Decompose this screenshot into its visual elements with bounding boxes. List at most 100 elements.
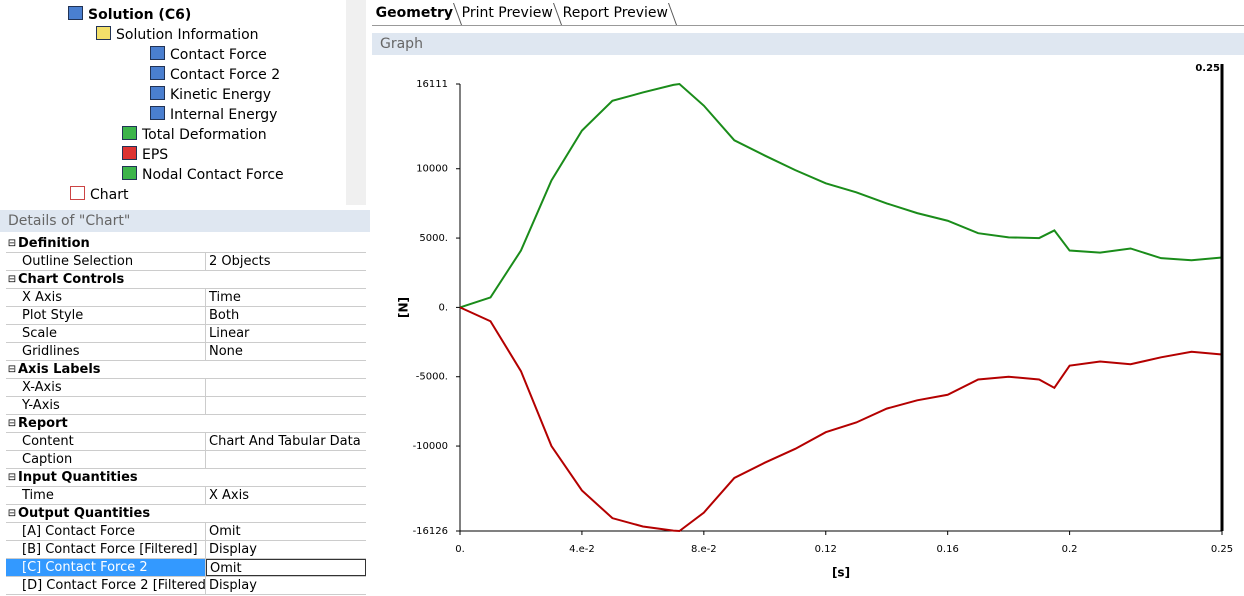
property-row[interactable]: [A] Contact Force Omit xyxy=(6,523,366,541)
property-row[interactable]: Content Chart And Tabular Data xyxy=(6,433,366,451)
property-row[interactable]: [D] Contact Force 2 [Filtered] Display xyxy=(6,577,366,595)
section-name: Input Quantities xyxy=(18,470,138,485)
x-tick-label: 0. xyxy=(455,544,465,555)
y-tick-label: 10000 xyxy=(416,164,448,175)
property-value xyxy=(206,451,366,468)
property-label: [C] Contact Force 2 xyxy=(6,559,206,576)
series-line xyxy=(459,82,1223,309)
section-header[interactable]: ⊟ Output Quantities xyxy=(6,505,366,523)
collapse-icon[interactable]: ⊟ xyxy=(7,508,17,519)
property-value: Time xyxy=(209,290,241,305)
collapse-icon[interactable]: ⊟ xyxy=(7,274,17,285)
y-tick-label: 0. xyxy=(438,302,448,313)
collapse-icon[interactable]: ⊟ xyxy=(7,238,17,249)
property-label: [D] Contact Force 2 [Filtered] xyxy=(6,577,206,594)
property-row[interactable]: X Axis Time xyxy=(6,289,366,307)
property-label: Outline Selection xyxy=(6,253,206,270)
series-line xyxy=(459,306,1223,533)
tree-item[interactable]: Contact Force xyxy=(150,46,267,63)
property-value xyxy=(206,397,366,414)
tree-label: Contact Force xyxy=(170,47,267,63)
details-title: Details of "Chart" xyxy=(8,213,131,229)
property-label: X-Axis xyxy=(6,379,206,396)
property-label: X Axis xyxy=(6,289,206,306)
property-row[interactable]: X-Axis xyxy=(6,379,366,397)
property-label: Time xyxy=(6,487,206,504)
section-name: Report xyxy=(18,416,68,431)
x-tick-label: 0.2 xyxy=(1062,544,1078,555)
tree-label: Kinetic Energy xyxy=(170,87,272,103)
property-label: Caption xyxy=(6,451,206,468)
section-name: Definition xyxy=(18,236,90,251)
tree-item[interactable]: Nodal Contact Force xyxy=(122,166,284,183)
property-row[interactable]: Scale Linear xyxy=(6,325,366,343)
collapse-icon[interactable]: ⊟ xyxy=(7,418,17,429)
scrollbar[interactable] xyxy=(346,0,366,205)
tree-item[interactable]: Chart xyxy=(70,186,128,203)
outline-tree: Solution (C6) Solution Information Conta… xyxy=(0,0,347,205)
section-header[interactable]: ⊟ Axis Labels xyxy=(6,361,366,379)
tree-item[interactable]: Internal Energy xyxy=(150,106,277,123)
tree-label: EPS xyxy=(142,147,169,163)
section-header[interactable]: ⊟ Definition xyxy=(6,235,366,253)
property-row[interactable]: Y-Axis xyxy=(6,397,366,415)
tree-label: Solution (C6) xyxy=(88,7,192,23)
tree-item[interactable]: Contact Force 2 xyxy=(150,66,280,83)
cursor-label: 0.25 xyxy=(1195,63,1220,74)
property-label: Content xyxy=(6,433,206,450)
property-row[interactable]: Plot Style Both xyxy=(6,307,366,325)
x-tick-label: 8.e-2 xyxy=(691,544,717,555)
collapse-icon[interactable]: ⊟ xyxy=(7,472,17,483)
property-value: None xyxy=(209,344,243,359)
property-value: 2 Objects xyxy=(209,254,271,269)
tree-item[interactable]: EPS xyxy=(122,146,168,163)
tree-item[interactable]: Solution Information xyxy=(96,26,259,43)
tab[interactable]: Report Preview xyxy=(554,3,677,25)
section-name: Output Quantities xyxy=(18,506,151,521)
tree-item[interactable]: Total Deformation xyxy=(122,126,267,143)
collapse-icon[interactable]: ⊟ xyxy=(7,364,17,375)
tree-label: Solution Information xyxy=(116,27,259,43)
property-row[interactable]: Caption xyxy=(6,451,366,469)
property-label: Scale xyxy=(6,325,206,342)
tree-label: Internal Energy xyxy=(170,107,278,123)
tab-bar: Geometry Print Preview Report Preview xyxy=(367,3,1244,26)
property-row[interactable]: Gridlines None xyxy=(6,343,366,361)
property-value: Chart And Tabular Data xyxy=(209,434,361,449)
tree-label: Nodal Contact Force xyxy=(142,167,284,183)
tree-label: Chart xyxy=(90,187,129,203)
graph-title: Graph xyxy=(380,36,423,52)
y-tick-label: -16126 xyxy=(413,526,448,537)
property-label: [B] Contact Force [Filtered] xyxy=(6,541,206,558)
section-header[interactable]: ⊟ Report xyxy=(6,415,366,433)
property-value: X Axis xyxy=(209,488,250,503)
tab[interactable]: Geometry xyxy=(367,3,463,25)
property-value: Linear xyxy=(209,326,250,341)
y-axis-label: [N] xyxy=(397,297,411,318)
property-row[interactable]: [B] Contact Force [Filtered] Display xyxy=(6,541,366,559)
tree-item[interactable]: Kinetic Energy xyxy=(150,86,271,103)
section-header[interactable]: ⊟ Chart Controls xyxy=(6,271,366,289)
tree-label: Total Deformation xyxy=(142,127,267,143)
property-value: Display xyxy=(209,542,257,557)
chart: 16111 10000 5000. 0. -5000. -10000 -16126 0. 4.e… xyxy=(397,63,1234,580)
property-label: Gridlines xyxy=(6,343,206,360)
tree-item[interactable]: Solution (C6) xyxy=(68,6,191,23)
property-value xyxy=(206,379,366,396)
property-value: Display xyxy=(209,578,257,593)
x-tick-label: 0.16 xyxy=(937,544,959,555)
property-row[interactable]: [C] Contact Force 2 Omit xyxy=(6,559,366,577)
property-row[interactable]: Time X Axis xyxy=(6,487,366,505)
x-tick-label: 0.25 xyxy=(1211,544,1233,555)
property-label: [A] Contact Force xyxy=(6,523,206,540)
property-label: Plot Style xyxy=(6,307,206,324)
tab-label: Report Preview xyxy=(562,5,668,21)
section-header[interactable]: ⊟ Input Quantities xyxy=(6,469,366,487)
y-tick-label: -5000. xyxy=(416,372,448,383)
x-tick-label: 4.e-2 xyxy=(569,544,595,555)
property-row[interactable]: Outline Selection 2 Objects xyxy=(6,253,366,271)
tab[interactable]: Print Preview xyxy=(454,3,563,25)
x-tick-label: 0.12 xyxy=(815,544,837,555)
tab-label: Print Preview xyxy=(462,5,554,21)
